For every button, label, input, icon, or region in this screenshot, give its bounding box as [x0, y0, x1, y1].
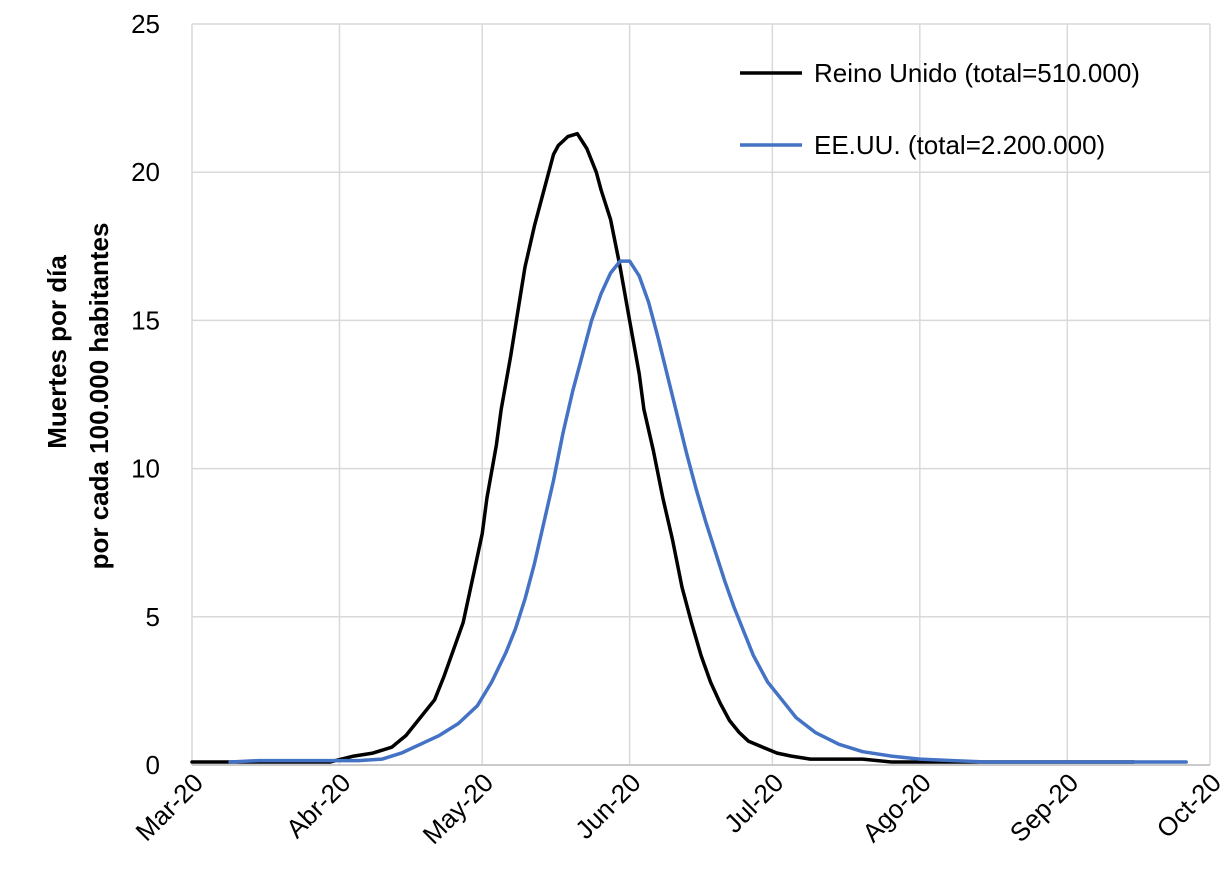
- y-tick-label: 0: [146, 750, 160, 780]
- y-axis-label-line-1: Muertes por día: [42, 255, 72, 449]
- y-tick-label: 5: [146, 602, 160, 632]
- y-tick-label: 25: [131, 9, 160, 39]
- x-tick-label: Jun-20: [569, 767, 646, 844]
- legend: Reino Unido (total=510.000) EE.UU. (total…: [740, 58, 1140, 160]
- x-tick-label: Jul-20: [718, 767, 789, 838]
- series-line-2: [228, 259, 1188, 764]
- y-tick-label: 15: [131, 305, 160, 335]
- series-line-1: [190, 131, 1136, 764]
- x-tick-label: Ago-20: [856, 767, 936, 847]
- grid-lines: [191, 23, 1211, 766]
- x-tick-label: Sep-20: [1004, 767, 1084, 847]
- x-axis-ticks: Mar-20 Abr-20 May-20 Jun-20 Jul-20 Ago-20 Sep-…: [130, 767, 1227, 850]
- legend-label: EE.UU. (total=2.200.000): [814, 130, 1105, 160]
- y-axis-label-line-2: por cada 100.000 habitantes: [84, 223, 114, 570]
- y-tick-label: 20: [131, 157, 160, 187]
- y-tick-label: 10: [131, 454, 160, 484]
- x-tick-label: Oct-20: [1151, 767, 1227, 843]
- x-tick-label: Abr-20: [280, 767, 356, 843]
- y-axis-ticks: 0 5 10 15 20 25: [131, 9, 160, 780]
- series-lines: [190, 131, 1188, 764]
- x-tick-label: Mar-20: [130, 767, 209, 846]
- legend-label: Reino Unido (total=510.000): [814, 58, 1140, 88]
- x-tick-label: May-20: [417, 767, 500, 850]
- y-axis-label: Muertes por día por cada 100.000 habitan…: [42, 223, 114, 570]
